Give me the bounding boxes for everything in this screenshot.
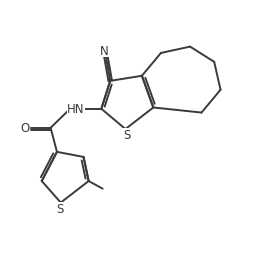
Text: S: S [123,129,130,141]
Text: HN: HN [67,103,85,116]
Text: O: O [20,122,29,135]
Text: S: S [57,203,64,216]
Text: N: N [100,45,109,58]
